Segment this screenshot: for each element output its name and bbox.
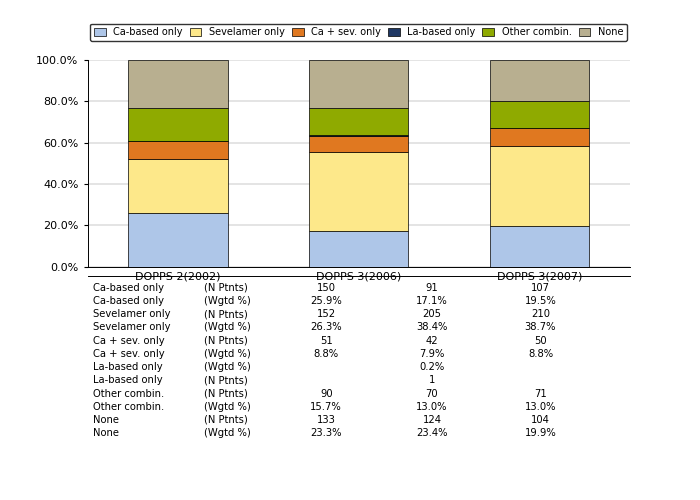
Bar bbox=[128, 158, 228, 213]
Text: 38.4%: 38.4% bbox=[416, 322, 448, 332]
Text: 104: 104 bbox=[531, 415, 550, 425]
Text: 205: 205 bbox=[423, 310, 442, 320]
Text: 90: 90 bbox=[320, 388, 332, 398]
Text: (Wgtd %): (Wgtd %) bbox=[204, 296, 251, 306]
Text: (N Ptnts): (N Ptnts) bbox=[204, 336, 248, 345]
Text: 8.8%: 8.8% bbox=[528, 349, 553, 359]
Text: (Wgtd %): (Wgtd %) bbox=[204, 428, 251, 438]
Text: 50: 50 bbox=[534, 336, 547, 345]
Text: 51: 51 bbox=[320, 336, 332, 345]
Text: 133: 133 bbox=[317, 415, 335, 425]
Text: None: None bbox=[93, 415, 119, 425]
Text: 70: 70 bbox=[426, 388, 438, 398]
Text: 26.3%: 26.3% bbox=[310, 322, 342, 332]
Text: Sevelamer only: Sevelamer only bbox=[93, 322, 170, 332]
Text: 210: 210 bbox=[531, 310, 550, 320]
Text: (N Ptnts): (N Ptnts) bbox=[204, 283, 248, 293]
Text: 7.9%: 7.9% bbox=[419, 349, 445, 359]
Bar bbox=[490, 226, 589, 266]
Text: Ca + sev. only: Ca + sev. only bbox=[93, 349, 164, 359]
Text: Ca-based only: Ca-based only bbox=[93, 296, 164, 306]
Text: 23.4%: 23.4% bbox=[416, 428, 448, 438]
Text: 25.9%: 25.9% bbox=[310, 296, 342, 306]
Text: Ca + sev. only: Ca + sev. only bbox=[93, 336, 164, 345]
Text: (Wgtd %): (Wgtd %) bbox=[204, 362, 251, 372]
Text: 107: 107 bbox=[531, 283, 550, 293]
Text: (N Ptnts): (N Ptnts) bbox=[204, 376, 248, 386]
Text: 17.1%: 17.1% bbox=[416, 296, 448, 306]
Legend: Ca-based only, Sevelamer only, Ca + sev. only, La-based only, Other combin., Non: Ca-based only, Sevelamer only, Ca + sev.… bbox=[90, 24, 627, 42]
Text: 38.7%: 38.7% bbox=[525, 322, 556, 332]
Bar bbox=[128, 140, 228, 158]
Text: 91: 91 bbox=[426, 283, 438, 293]
Bar bbox=[128, 213, 228, 266]
Bar bbox=[490, 60, 589, 102]
Text: 42: 42 bbox=[426, 336, 438, 345]
Text: (N Ptnts): (N Ptnts) bbox=[204, 415, 248, 425]
Text: (N Ptnts): (N Ptnts) bbox=[204, 310, 248, 320]
Text: Other combin.: Other combin. bbox=[93, 402, 164, 411]
Bar bbox=[309, 60, 409, 108]
Text: Sevelamer only: Sevelamer only bbox=[93, 310, 170, 320]
Text: Ca-based only: Ca-based only bbox=[93, 283, 164, 293]
Text: 19.9%: 19.9% bbox=[524, 428, 556, 438]
Text: 150: 150 bbox=[316, 283, 336, 293]
Text: (Wgtd %): (Wgtd %) bbox=[204, 322, 251, 332]
Text: La-based only: La-based only bbox=[93, 376, 162, 386]
Text: 23.3%: 23.3% bbox=[311, 428, 342, 438]
Text: 15.7%: 15.7% bbox=[310, 402, 342, 411]
Text: 8.8%: 8.8% bbox=[314, 349, 339, 359]
Bar bbox=[128, 108, 228, 140]
Text: 152: 152 bbox=[316, 310, 336, 320]
Bar bbox=[309, 232, 409, 266]
Text: 71: 71 bbox=[534, 388, 547, 398]
Text: (N Ptnts): (N Ptnts) bbox=[204, 388, 248, 398]
Text: 13.0%: 13.0% bbox=[525, 402, 556, 411]
Text: (Wgtd %): (Wgtd %) bbox=[204, 402, 251, 411]
Text: (Wgtd %): (Wgtd %) bbox=[204, 349, 251, 359]
Text: 124: 124 bbox=[423, 415, 442, 425]
Text: Other combin.: Other combin. bbox=[93, 388, 164, 398]
Bar bbox=[309, 136, 409, 152]
Text: 1: 1 bbox=[429, 376, 435, 386]
Text: 13.0%: 13.0% bbox=[416, 402, 448, 411]
Text: 0.2%: 0.2% bbox=[419, 362, 445, 372]
Bar bbox=[309, 152, 409, 232]
Bar bbox=[128, 60, 228, 108]
Bar bbox=[309, 108, 409, 135]
Text: None: None bbox=[93, 428, 119, 438]
Bar bbox=[490, 128, 589, 146]
Bar bbox=[490, 146, 589, 226]
Text: 19.5%: 19.5% bbox=[524, 296, 556, 306]
Bar bbox=[490, 102, 589, 128]
Text: La-based only: La-based only bbox=[93, 362, 162, 372]
